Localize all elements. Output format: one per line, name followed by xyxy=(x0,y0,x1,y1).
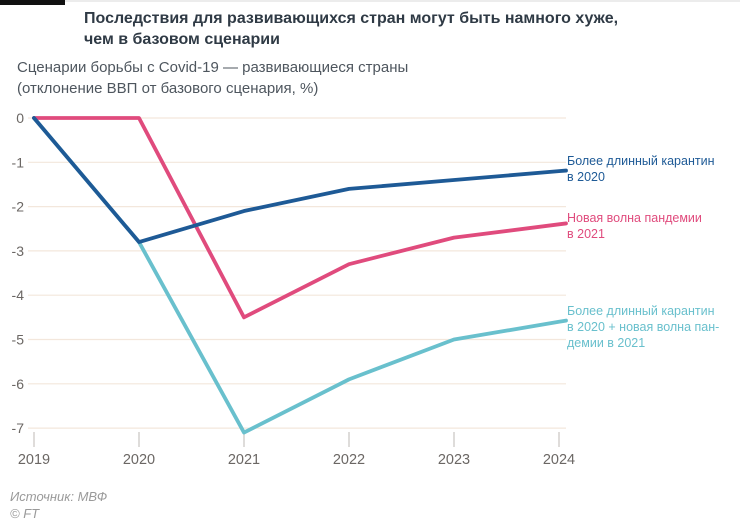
x-tick-label: 2022 xyxy=(333,452,365,468)
chart-subtitle: Сценарии борьбы с Covid-19 — развивающие… xyxy=(17,57,657,99)
ft-copyright: © FT xyxy=(10,506,40,521)
y-tick-label: -1 xyxy=(12,154,25,170)
y-tick-label: -2 xyxy=(12,199,25,215)
x-tick-label: 2020 xyxy=(123,452,155,468)
page-title: Последствия для развивающихся стран могу… xyxy=(84,10,619,48)
chart-subtitle-line2: (отклонение ВВП от базового сценария, %) xyxy=(17,80,319,97)
x-tick-label: 2021 xyxy=(228,452,260,468)
y-tick-label: -7 xyxy=(12,420,25,436)
y-tick-label: -4 xyxy=(12,287,25,303)
x-tick-label: 2019 xyxy=(18,452,50,468)
y-tick-label: -5 xyxy=(12,332,25,348)
legend-label-combined-scenario: Более длинный карантин в 2020 + новая во… xyxy=(567,304,720,350)
source-note: Источник: МВФ xyxy=(10,489,108,504)
legend-label-new-wave: Новая волна пандемии в 2021 xyxy=(567,211,702,241)
chart-subtitle-line1: Сценарии борьбы с Covid-19 — развивающие… xyxy=(17,59,409,76)
ft-black-bar xyxy=(0,0,65,5)
window-top-edge xyxy=(0,0,740,2)
y-tick-label: -3 xyxy=(12,243,25,259)
series-line-0 xyxy=(32,116,568,244)
x-tick-label: 2023 xyxy=(438,452,470,468)
series-line-2 xyxy=(32,116,568,435)
series-line-1 xyxy=(32,116,568,320)
plot-svg: 0 -1 -2 -3 -4 -5 -6 -7 2019 2020 2021 2022 2023 2024 xyxy=(12,110,576,468)
y-tick-label: -6 xyxy=(12,376,25,392)
legend-label-longer-quarantine: Более длинный карантин в 2020 xyxy=(567,154,715,184)
y-tick-label: 0 xyxy=(16,110,24,126)
x-tick-label: 2024 xyxy=(543,452,575,468)
